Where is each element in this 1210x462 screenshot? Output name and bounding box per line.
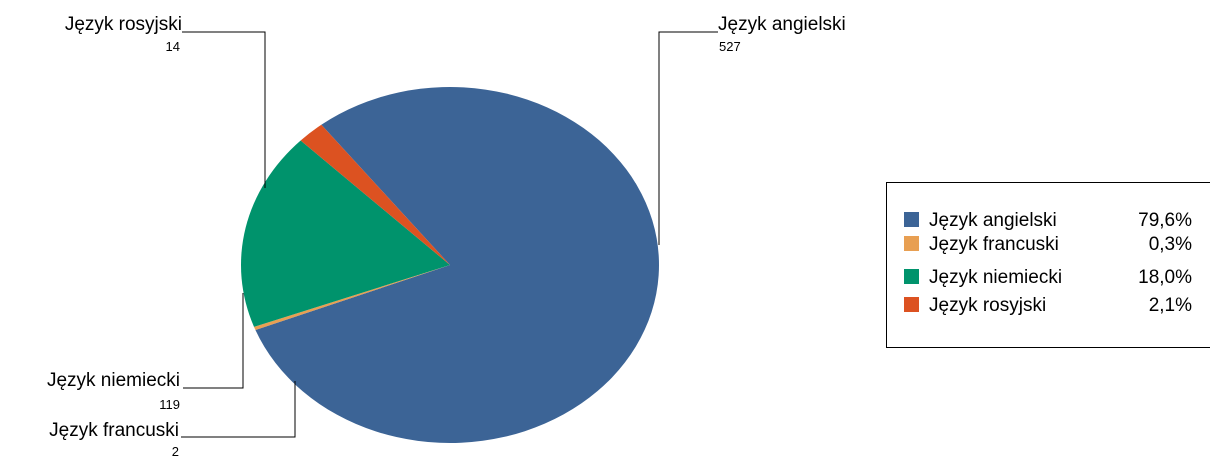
legend-swatch-rosyjski bbox=[904, 297, 919, 312]
legend-label-angielski: Język angielski bbox=[929, 210, 1057, 231]
legend-label-francuski: Język francuski bbox=[929, 234, 1059, 255]
callout-value-niemiecki: 119 bbox=[159, 397, 180, 412]
callout-value-rosyjski: 14 bbox=[166, 39, 180, 54]
callout-label-francuski: Język francuski bbox=[49, 420, 179, 441]
leader-line-francuski bbox=[181, 381, 295, 437]
legend-percent-niemiecki: 18,0% bbox=[1138, 267, 1192, 288]
callout-label-niemiecki: Język niemiecki bbox=[47, 370, 180, 391]
leader-line-rosyjski bbox=[182, 32, 265, 188]
legend-label-rosyjski: Język rosyjski bbox=[929, 295, 1046, 316]
callout-value-francuski: 2 bbox=[172, 444, 179, 457]
legend-swatch-angielski bbox=[904, 212, 919, 227]
pie-slices bbox=[241, 87, 659, 443]
leader-line-angielski bbox=[659, 32, 718, 245]
legend-swatch-niemiecki bbox=[904, 269, 919, 284]
legend: Język angielski 79,6% Język francuski 0,… bbox=[887, 183, 1210, 348]
callout-label-rosyjski: Język rosyjski bbox=[65, 14, 182, 35]
legend-swatch-francuski bbox=[904, 236, 919, 251]
legend-percent-angielski: 79,6% bbox=[1138, 210, 1192, 231]
legend-label-niemiecki: Język niemiecki bbox=[929, 267, 1062, 288]
callout-label-angielski: Język angielski bbox=[718, 14, 846, 35]
legend-percent-francuski: 0,3% bbox=[1149, 234, 1192, 255]
legend-percent-rosyjski: 2,1% bbox=[1149, 295, 1192, 316]
legend-box bbox=[887, 183, 1210, 348]
callout-value-angielski: 527 bbox=[719, 39, 741, 54]
leader-line-niemiecki bbox=[183, 293, 243, 388]
